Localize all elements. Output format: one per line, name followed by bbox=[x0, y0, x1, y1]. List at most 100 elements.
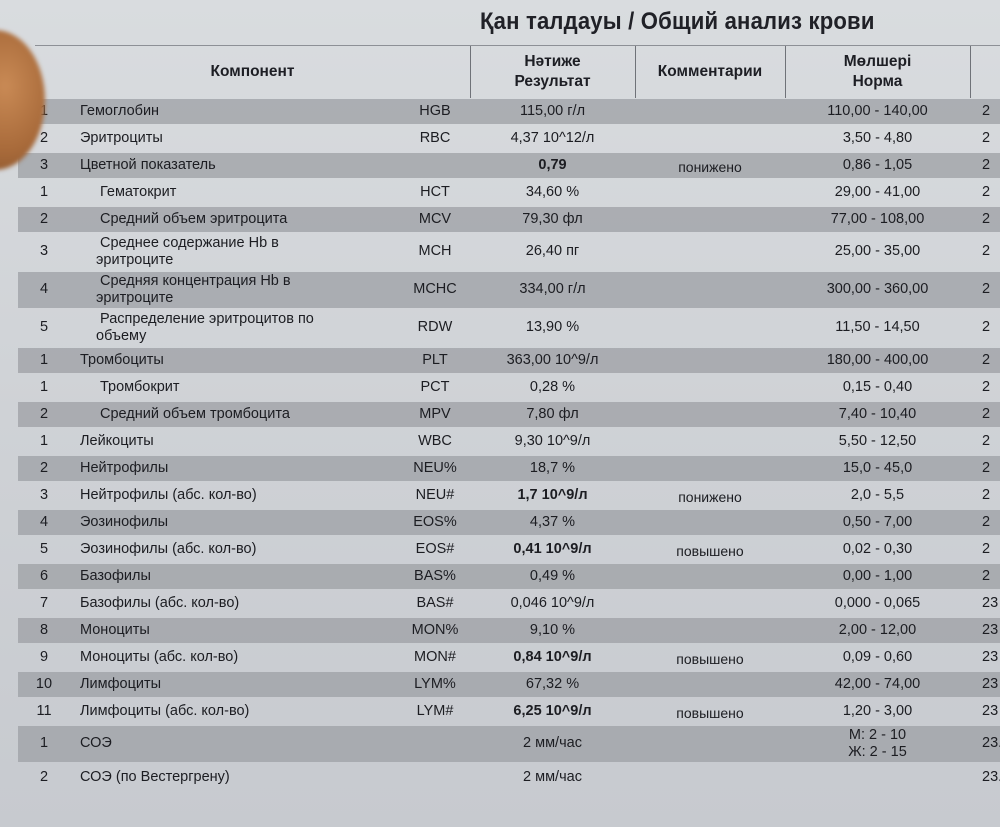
result-value: 363,00 10^9/л bbox=[506, 351, 599, 368]
table-row: 3 Среднее содержание Hb в эритроците MCH 26,… bbox=[0, 233, 1000, 271]
component-name: СОЭ bbox=[80, 735, 112, 751]
header-comments: Комментарии bbox=[635, 46, 785, 98]
component-code: MCHC bbox=[413, 281, 457, 297]
table-row: 1 Тромбокрит PCT 0,28 % 0,15 - 0,40 2 bbox=[0, 374, 1000, 401]
row-number: 2 bbox=[39, 129, 49, 146]
header-result: Нәтиже Результат bbox=[470, 46, 635, 98]
document-title: Қан талдауы / Общий анализ крови bbox=[480, 8, 875, 35]
norm-range: 300,00 - 360,00 bbox=[826, 281, 929, 297]
comment-flag: повышено bbox=[676, 650, 744, 667]
component-code: MCH bbox=[418, 243, 452, 259]
column-divider bbox=[635, 46, 636, 98]
table-row: 3 Нейтрофилы (абс. кол-во) NEU# 1,7 10^9/л п… bbox=[0, 482, 1000, 509]
date-cut-off: 2 bbox=[982, 351, 991, 368]
table-row: 1 Гематокрит HCT 34,60 % 29,00 - 41,00 2 bbox=[0, 179, 1000, 206]
table-row: 9 Моноциты (абс. кол-во) MON# 0,84 10^9/л по… bbox=[0, 644, 1000, 671]
header-component-label: Компонент bbox=[210, 63, 295, 80]
component-code: PLT bbox=[422, 351, 448, 368]
norm-range: 42,00 - 74,00 bbox=[834, 675, 921, 692]
header-comments-label: Комментарии bbox=[657, 63, 763, 80]
date-cut-off: 2 bbox=[982, 243, 991, 259]
norm-range: 3,50 - 4,80 bbox=[842, 129, 913, 146]
component-code: LYM# bbox=[416, 702, 454, 719]
table-row: 4 Эозинофилы EOS% 4,37 % 0,50 - 7,00 2 bbox=[0, 509, 1000, 536]
component-name: Тромбокрит bbox=[100, 378, 180, 395]
row-number: 1 bbox=[39, 735, 49, 751]
norm-range-male: М: 2 - 10 bbox=[848, 727, 907, 743]
component-code: MCV bbox=[418, 210, 452, 227]
component-name: Нейтрофилы (абс. кол-во) bbox=[80, 486, 257, 503]
component-name: Лимфоциты bbox=[80, 675, 162, 692]
norm-range: 0,02 - 0,30 bbox=[842, 540, 913, 557]
date-cut-off: 2 bbox=[982, 281, 991, 297]
component-code: HCT bbox=[420, 183, 450, 200]
component-code: LYM% bbox=[414, 675, 456, 692]
result-value: 1,7 10^9/л bbox=[517, 486, 588, 503]
component-code: BAS# bbox=[416, 594, 454, 611]
result-value: 0,046 10^9/л bbox=[510, 594, 595, 611]
table-row: 11 Лимфоциты (абс. кол-во) LYM# 6,25 10^9/л… bbox=[0, 698, 1000, 725]
row-number: 4 bbox=[39, 281, 49, 297]
component-code: WBC bbox=[418, 432, 452, 449]
table-header: Компонент Нәтиже Результат Комментарии М… bbox=[35, 45, 1000, 101]
comment-flag: повышено bbox=[676, 704, 744, 721]
date-cut-off: 23. bbox=[982, 769, 1000, 785]
result-value: 2 мм/час bbox=[523, 769, 582, 785]
date-cut-off: 2 bbox=[982, 432, 991, 449]
component-code: MPV bbox=[419, 405, 451, 422]
component-name: Цветной показатель bbox=[80, 156, 216, 173]
result-value: 0,28 % bbox=[529, 378, 576, 395]
table-row: 2 Эритроциты RBC 4,37 10^12/л 3,50 - 4,80 2 bbox=[0, 125, 1000, 152]
component-code: BAS% bbox=[414, 567, 456, 584]
result-value: 6,25 10^9/л bbox=[513, 702, 592, 719]
result-value: 9,10 % bbox=[529, 621, 576, 638]
date-cut-off: 23 bbox=[982, 648, 999, 665]
result-value: 9,30 10^9/л bbox=[514, 432, 591, 449]
result-value: 18,7 % bbox=[529, 459, 576, 476]
component-name: Распределение эритроцитов по bbox=[100, 311, 314, 327]
row-number: 2 bbox=[39, 459, 49, 476]
header-norm-ru: Норма bbox=[852, 73, 903, 90]
result-value: 26,40 пг bbox=[525, 243, 580, 259]
result-value: 34,60 % bbox=[525, 183, 580, 200]
component-name: Среднее содержание Hb в bbox=[100, 235, 279, 251]
norm-range: 0,000 - 0,065 bbox=[834, 594, 921, 611]
component-name: Моноциты bbox=[80, 621, 150, 638]
component-name: Средний объем эритроцита bbox=[100, 210, 288, 227]
date-cut-off: 2 bbox=[982, 156, 991, 173]
row-number: 1 bbox=[39, 432, 49, 449]
result-value: 0,79 bbox=[538, 156, 567, 173]
norm-range: 7,40 - 10,40 bbox=[838, 405, 917, 422]
component-name-cont: объему bbox=[96, 328, 147, 344]
component-name: Базофилы bbox=[80, 567, 151, 584]
component-name: Гематокрит bbox=[100, 183, 177, 200]
header-norm: Мөлшері Норма bbox=[785, 46, 970, 98]
table-row: 4 Средняя концентрация Hb в эритроците MCHC… bbox=[0, 271, 1000, 309]
date-cut-off: 2 bbox=[982, 378, 991, 395]
row-number: 2 bbox=[39, 210, 49, 227]
row-number: 1 bbox=[39, 351, 49, 368]
norm-range: 2,0 - 5,5 bbox=[850, 486, 905, 503]
result-value: 0,49 % bbox=[529, 567, 576, 584]
table-row: 2 СОЭ (по Вестергрену) 2 мм/час 23. bbox=[0, 763, 1000, 793]
date-cut-off: 2 bbox=[982, 540, 991, 557]
component-code: EOS# bbox=[415, 540, 455, 557]
row-number: 5 bbox=[39, 319, 49, 335]
row-number: 3 bbox=[39, 243, 49, 259]
component-name: Гемоглобин bbox=[80, 102, 160, 119]
component-code: RBC bbox=[419, 129, 451, 146]
row-number: 10 bbox=[35, 675, 53, 692]
row-number: 5 bbox=[39, 540, 49, 557]
date-cut-off: 23 bbox=[982, 594, 999, 611]
component-name-cont: эритроците bbox=[96, 252, 174, 268]
component-name: Лимфоциты (абс. кол-во) bbox=[80, 702, 250, 719]
date-cut-off: 23 bbox=[982, 621, 999, 638]
norm-range: 0,09 - 0,60 bbox=[842, 648, 913, 665]
component-code: EOS% bbox=[413, 513, 457, 530]
result-value: 13,90 % bbox=[525, 319, 580, 335]
comment-flag: повышено bbox=[676, 542, 744, 559]
comment-flag: понижено bbox=[678, 488, 742, 505]
date-cut-off: 2 bbox=[982, 513, 991, 530]
component-code: NEU# bbox=[415, 486, 455, 503]
